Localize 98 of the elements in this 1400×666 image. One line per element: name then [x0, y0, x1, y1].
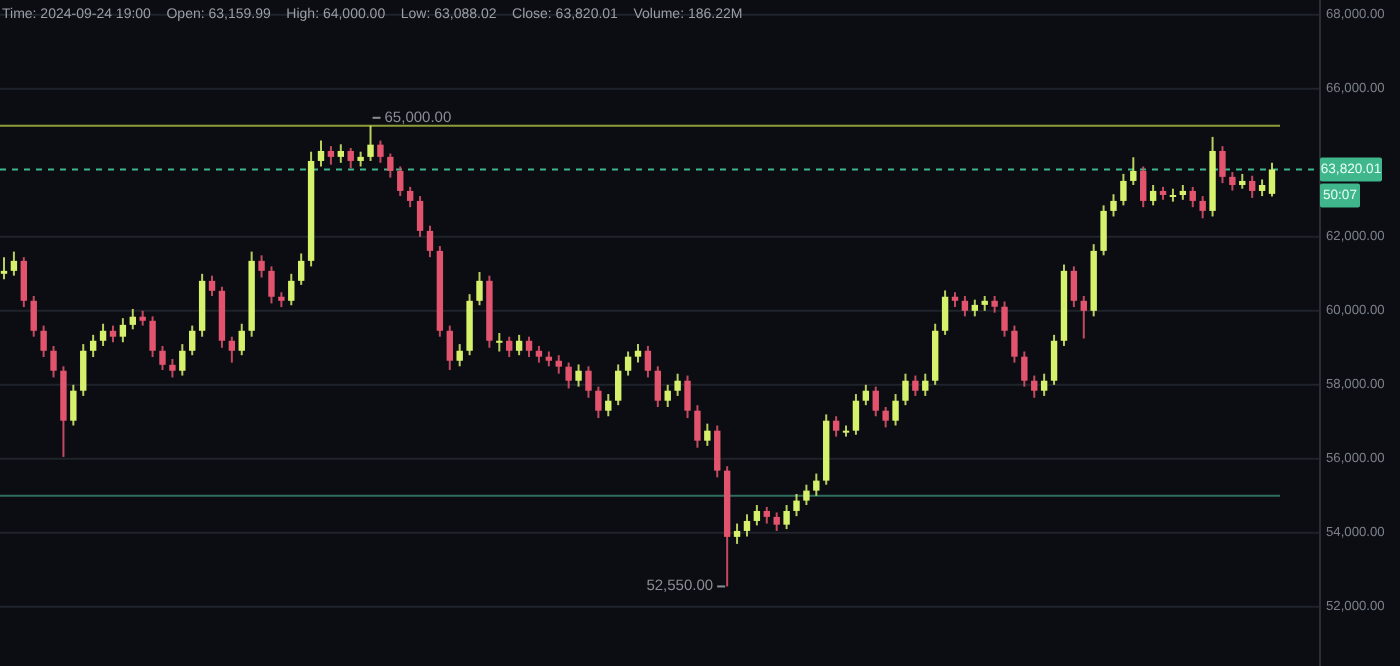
candlestick	[30, 295, 37, 338]
candlestick	[525, 335, 533, 359]
candlestick	[515, 333, 523, 357]
candlestick	[456, 343, 463, 368]
candlestick	[1040, 372, 1048, 397]
candlestick	[208, 274, 216, 297]
candlestick	[1140, 165, 1147, 209]
candlestick	[377, 139, 384, 164]
candlestick	[674, 372, 681, 397]
candlestick	[605, 393, 612, 418]
candlestick	[476, 270, 483, 307]
candlestick	[179, 343, 186, 377]
candlestick	[288, 272, 295, 307]
candlestick	[595, 385, 602, 420]
candlestick	[961, 295, 969, 318]
candlestick	[317, 139, 325, 168]
candlestick	[624, 350, 632, 377]
candlestick	[1100, 204, 1107, 257]
candlestick	[912, 374, 919, 397]
candlestick	[555, 354, 562, 375]
candlestick	[416, 195, 424, 238]
candlestick	[1268, 161, 1276, 198]
candlestick	[565, 361, 572, 390]
candlestick	[1011, 324, 1018, 364]
candlestick	[89, 333, 97, 359]
candlestick	[268, 265, 275, 305]
candlestick	[644, 344, 652, 379]
candlestick	[387, 152, 394, 179]
candlestick	[1031, 374, 1038, 399]
candlestick	[1110, 193, 1117, 218]
candlestick	[99, 322, 107, 347]
candlestick	[327, 145, 335, 166]
candlestick	[852, 393, 860, 436]
candlestick	[446, 324, 453, 371]
candlestick	[1149, 184, 1157, 207]
candlestick	[832, 415, 840, 438]
candlestick	[496, 332, 503, 353]
candlestick	[694, 404, 701, 449]
candlestick	[0, 256, 8, 281]
candlestick	[634, 343, 642, 364]
candlestick	[793, 492, 800, 518]
candlestick	[10, 250, 18, 277]
candlestick	[1050, 333, 1058, 386]
candlestick	[783, 504, 790, 531]
candlestick	[1248, 174, 1256, 199]
candlestick	[862, 383, 870, 407]
candlestick	[50, 344, 57, 379]
candlestick	[169, 357, 176, 379]
candlestick	[892, 393, 899, 427]
candlestick	[753, 504, 761, 527]
candlestick	[575, 363, 582, 388]
candlestick	[1199, 195, 1206, 220]
candlestick	[406, 185, 414, 209]
candlestick	[743, 513, 751, 538]
candlestick	[1070, 265, 1078, 309]
candlestick	[367, 124, 374, 162]
candlestick	[902, 372, 909, 407]
candlestick	[1189, 185, 1196, 209]
candlestick	[159, 344, 166, 371]
candlestick	[704, 422, 711, 447]
candlestick	[1130, 156, 1137, 186]
candlestick	[813, 472, 820, 497]
candlestick	[129, 307, 136, 331]
candlestick	[1219, 145, 1226, 185]
candlestick	[337, 143, 345, 164]
candlestick	[684, 374, 691, 420]
candlestick	[397, 165, 404, 198]
candlestick	[70, 383, 77, 427]
candlestick	[882, 406, 889, 429]
candlestick	[189, 324, 196, 357]
candlestick	[664, 383, 671, 408]
candlestick	[238, 322, 245, 357]
candlestick	[506, 335, 513, 359]
candlestick	[922, 372, 929, 397]
candlestick	[654, 365, 662, 408]
candlestick	[80, 343, 87, 397]
candlestick	[1229, 171, 1236, 192]
candlestick	[119, 317, 127, 344]
candlestick	[149, 315, 156, 359]
candlestick	[585, 365, 592, 399]
candlestick	[1001, 300, 1008, 338]
candlestick	[1080, 295, 1087, 340]
candlestick	[258, 254, 265, 279]
candlestick	[872, 385, 879, 418]
candlestick	[803, 483, 810, 507]
candlestick	[941, 289, 949, 336]
candlestick	[733, 522, 741, 545]
candlestick	[297, 252, 305, 286]
candlestick	[347, 147, 354, 170]
candlestick	[426, 224, 434, 259]
candlestick	[773, 511, 780, 532]
candlestick	[714, 424, 721, 479]
candlestick	[1120, 172, 1127, 207]
candlestick	[1021, 350, 1028, 388]
candlestick	[228, 335, 236, 364]
candlestick	[40, 324, 47, 359]
candlestick	[20, 256, 28, 309]
candlestick	[614, 363, 622, 407]
